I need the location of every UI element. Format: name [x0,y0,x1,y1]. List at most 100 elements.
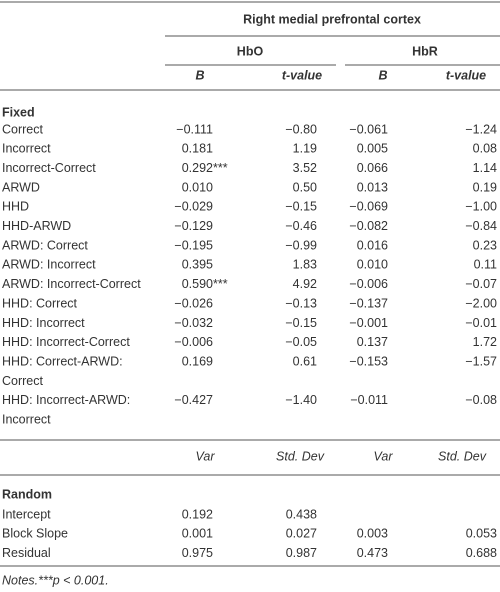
cell: 0.473 [357,546,388,560]
cell: −0.032 [174,316,213,330]
cell: −0.029 [174,200,213,214]
row-label: ARWD [2,180,40,194]
row-label: Correct [2,122,44,136]
cell: 0.23 [473,238,497,252]
cell: 1.19 [293,142,317,156]
stat-header: Std. Dev [438,449,487,463]
cell: −0.001 [349,316,388,330]
row-label: Incorrect [2,413,51,427]
cell: 0.395 [182,258,213,272]
cell: −0.006 [174,335,213,349]
row-label: HHD: Correct-ARWD: [2,354,123,368]
section-title: Fixed [2,105,35,119]
row-label: Correct [2,374,44,388]
cell: 0.010 [182,180,213,194]
cell: 0.50 [293,180,317,194]
cell: −2.00 [465,296,497,310]
section-title: Random [2,487,52,501]
row-label: Block Slope [2,527,68,541]
cell: 0.11 [474,258,497,272]
cell: −0.082 [349,219,388,233]
column-header: t-value [282,68,322,82]
cell: 0.975 [182,546,213,560]
cell: 0.688 [466,546,497,560]
cell: −0.08 [465,393,497,407]
cell: 1.14 [473,161,497,175]
cell: −1.57 [465,354,497,368]
cell: −0.026 [174,296,213,310]
cell: 0.19 [473,180,497,194]
cell: 0.053 [466,527,497,541]
row-label: HHD: Incorrect-Correct [2,335,130,349]
cell: 0.066 [357,161,388,175]
cell: 0.010 [357,258,388,272]
column-header: B [378,68,387,82]
row-label: Incorrect-Correct [2,161,96,175]
row-label: HHD: Incorrect-ARWD: [2,393,130,407]
cell: 4.92 [293,277,317,291]
notes: Notes.***p < 0.001. [2,573,109,587]
group-header: HbR [412,44,438,58]
cell: 0.08 [473,142,497,156]
stat-header: Std. Dev [276,449,325,463]
cell: −0.84 [465,219,497,233]
cell: 0.005 [357,142,388,156]
cell: −0.427 [174,393,213,407]
row-label: HHD: Incorrect [2,316,85,330]
cell: −0.137 [349,296,388,310]
row-label: Residual [2,546,51,560]
cell: −0.069 [349,200,388,214]
cell: 1.72 [473,335,497,349]
cell: −0.006 [349,277,388,291]
cell: −1.24 [465,122,497,136]
cell: −0.13 [285,296,317,310]
cell: −1.00 [465,200,497,214]
row-label: ARWD: Correct [2,238,88,252]
cell: −0.153 [349,354,388,368]
cell: −0.129 [174,219,213,233]
cell: 0.013 [357,180,388,194]
group-header: HbO [237,44,264,58]
cell: 3.52 [293,161,317,175]
cell: 0.003 [357,527,388,541]
row-label: Incorrect [2,142,51,156]
cell: −0.061 [349,122,388,136]
cell: −0.15 [285,200,317,214]
row-label: HHD [2,200,29,214]
row-label: HHD-ARWD [2,219,71,233]
cell: 0.137 [357,335,388,349]
column-header: t-value [446,68,486,82]
cell: −0.011 [350,393,388,407]
stat-header: Var [374,449,394,463]
cell: 0.438 [286,507,317,521]
cell: 0.169 [182,354,213,368]
row-label: HHD: Correct [2,296,78,310]
cell: 0.987 [286,546,317,560]
cell: −0.195 [174,238,213,252]
cell: 0.590*** [182,277,228,291]
cell: −0.07 [465,277,497,291]
cell: 0.192 [182,507,213,521]
cell: 0.001 [182,527,213,541]
row-label: Intercept [2,507,51,521]
cell: 0.016 [357,238,388,252]
cell: 0.181 [182,142,213,156]
cell: −0.111 [176,122,213,136]
row-label: ARWD: Incorrect-Correct [2,277,141,291]
cell: −0.01 [465,316,497,330]
cell: −1.40 [285,393,317,407]
row-label: ARWD: Incorrect [2,258,96,272]
cell: 0.027 [286,527,317,541]
table-title: Right medial prefrontal cortex [243,12,421,26]
stat-header: Var [196,449,216,463]
cell: −0.99 [285,238,317,252]
column-header: B [195,68,204,82]
cell: 1.83 [293,258,317,272]
cell: 0.292*** [182,161,228,175]
cell: −0.46 [285,219,317,233]
cell: −0.05 [285,335,317,349]
cell: −0.80 [285,122,317,136]
cell: 0.61 [293,354,317,368]
cell: −0.15 [285,316,317,330]
